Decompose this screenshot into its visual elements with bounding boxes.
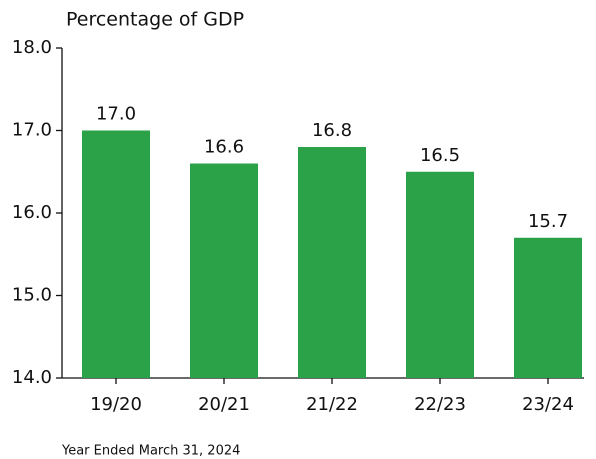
y-tick-label: 15.0 <box>12 285 52 306</box>
data-label: 16.5 <box>420 145 460 166</box>
y-tick-label: 16.0 <box>12 202 52 223</box>
bar <box>406 171 474 378</box>
data-label: 17.0 <box>96 104 136 125</box>
data-label: 15.7 <box>528 211 568 232</box>
data-label: 16.6 <box>204 137 244 158</box>
y-tick-label: 18.0 <box>12 37 52 58</box>
x-tick-label: 22/23 <box>414 394 466 415</box>
x-tick-label: 21/22 <box>306 394 358 415</box>
x-tick-label: 20/21 <box>198 394 250 415</box>
bar <box>82 130 150 378</box>
bar <box>298 147 366 378</box>
x-tick-label: 23/24 <box>522 394 574 415</box>
bar <box>514 237 582 378</box>
bar <box>190 163 258 378</box>
y-axis-title: Percentage of GDP <box>66 9 244 31</box>
x-tick-label: 19/20 <box>90 394 142 415</box>
y-tick-label: 17.0 <box>12 120 52 141</box>
footnote: Year Ended March 31, 2024 <box>61 444 240 459</box>
y-tick-label: 14.0 <box>12 367 52 388</box>
data-label: 16.8 <box>312 120 352 141</box>
